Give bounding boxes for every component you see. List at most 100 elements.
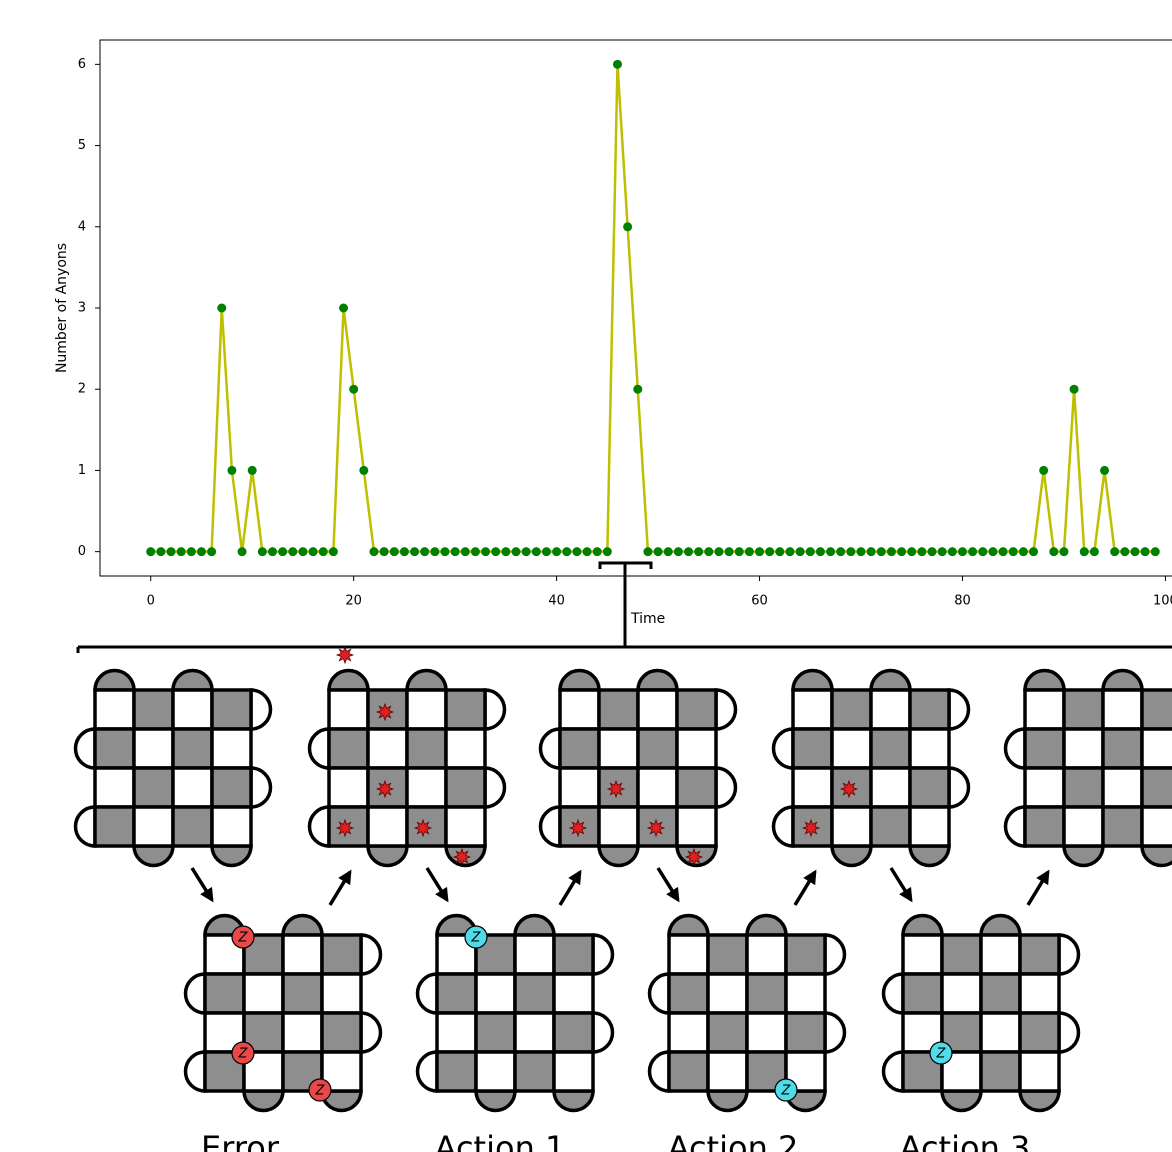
x-tick-label: 100 <box>1153 594 1172 609</box>
lattice-bump <box>476 1091 515 1111</box>
lattice-cell <box>871 729 910 768</box>
lattice-bump <box>774 729 794 768</box>
lattice-cell <box>283 974 322 1013</box>
lattice-cell <box>446 690 485 729</box>
lattice-cell <box>1064 729 1103 768</box>
lattice-cell <box>205 974 244 1013</box>
lattice-bump <box>329 671 368 691</box>
lattice-cell <box>1020 1052 1059 1091</box>
lattice-cell <box>1142 690 1172 729</box>
panel-label: Action 2 <box>668 1129 799 1152</box>
data-point <box>623 222 632 231</box>
lattice-bump <box>884 974 904 1013</box>
lattice-cell <box>368 729 407 768</box>
lattice-cell <box>407 729 446 768</box>
syndrome-lattice <box>310 671 505 866</box>
anyon <box>415 820 431 836</box>
figure: Number of Anyons Time 012345602040608010… <box>0 0 1172 1152</box>
lattice-cell <box>437 1052 476 1091</box>
lattice-cell <box>832 807 871 846</box>
data-point <box>187 547 196 556</box>
lattice-bump <box>910 846 949 866</box>
data-point <box>380 547 389 556</box>
panel-label: Action 3 <box>900 1129 1031 1152</box>
y-tick-label: 3 <box>78 301 86 316</box>
lattice-cell <box>173 768 212 807</box>
data-point <box>1029 547 1038 556</box>
lattice-cell <box>942 974 981 1013</box>
data-line <box>151 64 1156 551</box>
data-point <box>938 547 947 556</box>
lattice-cell <box>244 974 283 1013</box>
lattice-cell <box>903 935 942 974</box>
data-point <box>1070 385 1079 394</box>
lattice-bump <box>76 807 96 846</box>
arrow <box>192 868 212 900</box>
lattice-cell <box>515 974 554 1013</box>
operator-lattice <box>884 916 1079 1111</box>
lattice-cell <box>476 1052 515 1091</box>
data-point <box>309 547 318 556</box>
panel-label: Action 1 <box>435 1129 566 1152</box>
lattice-cell <box>871 768 910 807</box>
lattice-cell <box>677 690 716 729</box>
data-point <box>248 466 257 475</box>
lattice-cell <box>134 807 173 846</box>
data-point <box>775 547 784 556</box>
lattice-cell <box>981 1052 1020 1091</box>
data-point <box>643 547 652 556</box>
lattice-bump <box>251 768 271 807</box>
lattice-cell <box>322 935 361 974</box>
lattice-cell <box>173 690 212 729</box>
data-point <box>329 547 338 556</box>
lattice-bump <box>832 846 871 866</box>
anyon <box>377 781 393 797</box>
lattice-bump <box>1006 807 1026 846</box>
lattice-bump <box>361 1013 381 1052</box>
data-point <box>948 547 957 556</box>
data-point <box>633 385 642 394</box>
arrow <box>891 868 911 900</box>
lattice-cell <box>708 1052 747 1091</box>
lattice-bump <box>368 846 407 866</box>
syndrome-lattice <box>76 671 271 866</box>
lattice-cell <box>560 690 599 729</box>
lattice-bump <box>95 671 134 691</box>
lattice-bump <box>541 729 561 768</box>
operator-label: Z <box>238 1047 249 1062</box>
data-point <box>156 547 165 556</box>
lattice-bump <box>825 935 845 974</box>
data-point <box>146 547 155 556</box>
lattice-bump <box>593 935 613 974</box>
data-point <box>451 547 460 556</box>
data-point <box>654 547 663 556</box>
lattice-bump <box>186 1052 206 1091</box>
lattice-bump <box>599 846 638 866</box>
data-point <box>349 385 358 394</box>
data-point <box>826 547 835 556</box>
lattice-cell <box>1142 768 1172 807</box>
lattice-cell <box>910 690 949 729</box>
anyon <box>608 781 624 797</box>
data-point <box>197 547 206 556</box>
lattice-cell <box>212 807 251 846</box>
data-point <box>846 547 855 556</box>
data-point <box>522 547 531 556</box>
lattice-cell <box>747 974 786 1013</box>
data-point <box>359 466 368 475</box>
lattice-cell <box>554 935 593 974</box>
data-point <box>684 547 693 556</box>
lattice-cell <box>476 1013 515 1052</box>
lattice-bump <box>708 1091 747 1111</box>
lattice-cell <box>1064 690 1103 729</box>
data-point <box>958 547 967 556</box>
data-point <box>1049 547 1058 556</box>
arrow <box>330 872 350 905</box>
lattice-cell <box>871 690 910 729</box>
lattice-bump <box>903 916 942 936</box>
lattice-bump <box>283 916 322 936</box>
lattice-cell <box>1103 768 1142 807</box>
lattice-bump <box>650 1052 670 1091</box>
lattice-cell <box>95 690 134 729</box>
x-tick-label: 80 <box>954 594 971 609</box>
